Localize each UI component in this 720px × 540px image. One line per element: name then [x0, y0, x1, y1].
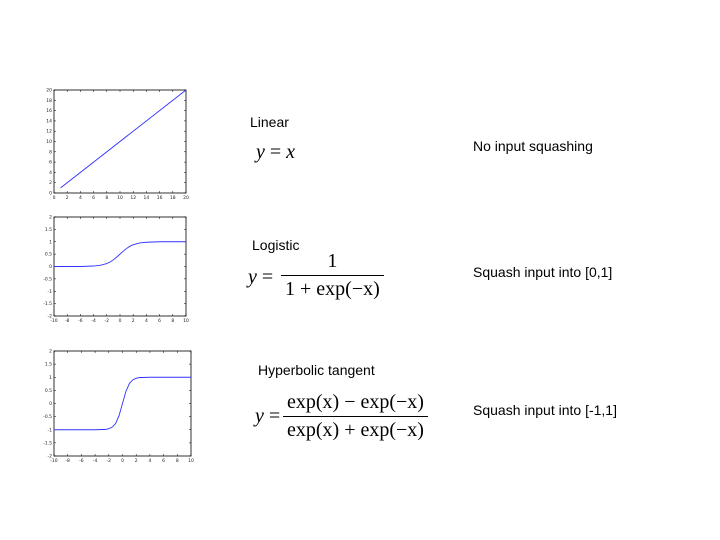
y-tick-label: 2 — [49, 215, 52, 221]
y-tick-label: 0.5 — [45, 252, 52, 258]
row-tanh-name: Hyperbolic tangent — [258, 362, 375, 378]
y-tick-label: -1.5 — [43, 440, 52, 446]
x-tick-label: 10 — [117, 195, 123, 201]
x-tick-label: -10 — [50, 458, 57, 464]
y-tick-label: -1 — [48, 427, 53, 433]
linear-plot: 0 2 4 6 8 10 12 14 16 18 20 0 2 4 6 8 10 12 14 16 18 20 — [40, 85, 190, 203]
y-tick-label: 16 — [46, 108, 52, 114]
row-logistic-description: Squash input into [0,1] — [473, 264, 613, 280]
x-tick-label: -4 — [93, 458, 98, 464]
x-tick-label: 2 — [135, 458, 138, 464]
x-tick-label: -6 — [78, 318, 83, 324]
y-tick-label: 2 — [49, 349, 52, 355]
y-tick-label: 8 — [49, 149, 52, 155]
x-tick-label: -8 — [65, 458, 70, 464]
logistic-plot-svg: -10 -8 -6 -4 -2 0 2 4 6 8 10 -2 -1.5 -1 -0.5 0 0.5 1 1.5 2 — [43, 215, 189, 325]
x-tick-label: 4 — [79, 195, 82, 201]
y-tick-label: -0.5 — [43, 414, 52, 420]
x-tick-label: 8 — [176, 458, 179, 464]
x-tick-label: 18 — [170, 195, 176, 201]
x-tick-label: 14 — [144, 195, 150, 201]
y-tick-label: 6 — [49, 160, 52, 166]
x-tick-label: -6 — [79, 458, 84, 464]
x-tick-label: -8 — [65, 318, 70, 324]
logistic-eq-fraction-bar — [281, 275, 384, 276]
tanh-eq-denominator: exp(x) + exp(−x) — [287, 419, 424, 441]
tanh-eq-lhs: y — [255, 405, 264, 427]
x-tick-label: 4 — [148, 458, 151, 464]
x-tick-label: -10 — [50, 318, 57, 324]
x-tick-label: -2 — [107, 458, 112, 464]
y-tick-label: 14 — [46, 118, 52, 124]
y-tick-label: 1.5 — [45, 227, 52, 233]
tanh-eq-numerator: exp(x) − exp(−x) — [287, 391, 424, 413]
x-tick-label: 16 — [157, 195, 163, 201]
y-tick-label: 1 — [49, 375, 52, 381]
logistic-plot: -10 -8 -6 -4 -2 0 2 4 6 8 10 -2 -1.5 -1 -0.5 0 0.5 1 1.5 2 — [40, 212, 190, 326]
logistic-eq-lhs: y — [248, 266, 257, 288]
series-line — [54, 376, 191, 431]
logistic-eq-equals: = — [261, 266, 274, 288]
y-tick-label: -2 — [48, 454, 53, 460]
y-tick-label: -0.5 — [43, 276, 52, 282]
row-linear-name: Linear — [250, 114, 289, 130]
row-tanh-description: Squash input into [-1,1] — [473, 402, 617, 418]
tanh-eq-fraction-bar — [283, 416, 428, 417]
y-tick-label: 1.5 — [45, 362, 52, 368]
x-tick-label: 0 — [121, 458, 124, 464]
y-tick-label: 20 — [46, 88, 52, 94]
row-linear-description: No input squashing — [473, 138, 593, 154]
y-tick-label: 2 — [49, 180, 52, 186]
x-tick-label: 20 — [183, 195, 189, 201]
x-tick-label: 8 — [105, 195, 108, 201]
y-tick-label: 18 — [46, 98, 52, 104]
y-tick-label: 0 — [49, 191, 52, 197]
y-tick-label: -2 — [48, 314, 53, 320]
series-line — [60, 89, 187, 189]
x-tick-label: -4 — [91, 318, 96, 324]
row-logistic-name: Logistic — [252, 237, 300, 253]
x-tick-label: 2 — [132, 318, 135, 324]
series-line — [54, 241, 186, 267]
y-tick-label: 0 — [49, 264, 52, 270]
linear-plot-svg: 0 2 4 6 8 10 12 14 16 18 20 0 2 4 6 8 10 12 14 16 18 20 — [46, 88, 189, 202]
x-tick-label: 4 — [145, 318, 148, 324]
logistic-eq-denominator: 1 + exp(−x) — [285, 278, 380, 300]
x-tick-label: 10 — [183, 318, 189, 324]
tanh-plot: -10 -8 -6 -4 -2 0 2 4 6 8 10 -2 -1.5 -1 -0.5 0 0.5 1 1.5 2 — [40, 346, 195, 466]
y-tick-label: 0.5 — [45, 388, 52, 394]
logistic-eq-numerator: 1 — [327, 250, 338, 272]
x-tick-label: 6 — [162, 458, 165, 464]
x-tick-label: 6 — [92, 195, 95, 201]
y-tick-label: 0 — [49, 401, 52, 407]
y-tick-label: -1.5 — [43, 301, 52, 307]
x-tick-label: -2 — [105, 318, 110, 324]
y-tick-label: 1 — [49, 239, 52, 245]
x-tick-label: 0 — [119, 318, 122, 324]
linear-eq-lhs: y — [256, 141, 265, 163]
linear-eq-equals: = — [269, 141, 282, 163]
y-tick-label: 4 — [49, 170, 52, 176]
tanh-eq-equals: = — [268, 405, 281, 427]
x-tick-label: 6 — [158, 318, 161, 324]
x-tick-label: 12 — [130, 195, 136, 201]
x-tick-label: 10 — [188, 458, 194, 464]
x-tick-label: 0 — [53, 195, 56, 201]
linear-equation: y = x — [256, 141, 295, 164]
x-tick-label: 8 — [171, 318, 174, 324]
x-tick-label: 2 — [66, 195, 69, 201]
y-tick-label: -1 — [48, 289, 53, 295]
y-tick-label: 10 — [46, 139, 52, 145]
y-tick-label: 12 — [46, 129, 52, 135]
linear-eq-rhs: x — [286, 141, 296, 163]
tanh-plot-svg: -10 -8 -6 -4 -2 0 2 4 6 8 10 -2 -1.5 -1 -0.5 0 0.5 1 1.5 2 — [43, 349, 194, 465]
